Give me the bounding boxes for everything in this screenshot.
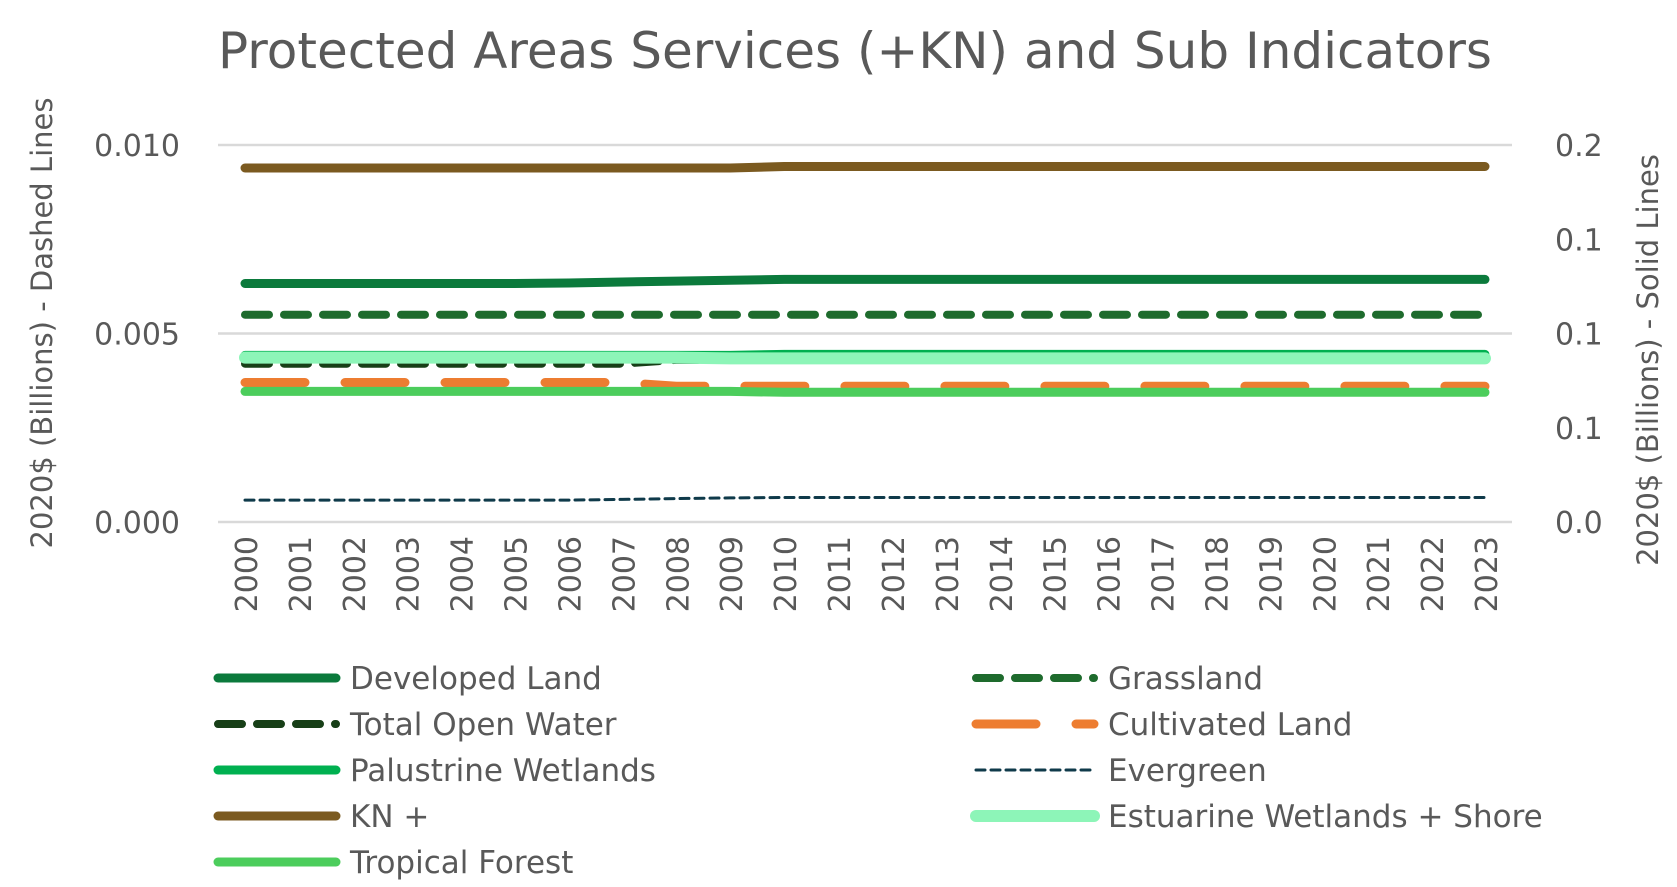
legend-label-palustrine-wetlands: Palustrine Wetlands [350, 753, 656, 789]
x-axis-ticks: 2000 2001 2002 2003 2004 2005 2006 2007 2008 2009… [230, 536, 1505, 612]
chart-title: Protected Areas Services (+KN) and Sub I… [218, 22, 1492, 80]
x-tick-label: 2017 [1147, 536, 1182, 612]
left-y-axis-title: 2020$ (Billions) - Dashed Lines [25, 98, 59, 549]
right-tick-label: 0.1 [1555, 412, 1603, 447]
series-line-evergreen [243, 496, 1487, 502]
right-y-axis-ticks: 0.0 0.1 0.1 0.1 0.2 [1555, 129, 1603, 541]
legend-label-kn: KN + [350, 799, 429, 835]
x-tick-label: 2019 [1254, 536, 1289, 612]
x-tick-label: 2021 [1362, 536, 1397, 612]
left-tick-label: 0.005 [94, 318, 180, 353]
series-line-developed-land [240, 274, 1490, 288]
left-tick-label: 0.010 [94, 129, 180, 164]
legend-label-grassland: Grassland [1108, 661, 1263, 697]
series-line-kn [240, 162, 1490, 173]
right-tick-label: 0.2 [1555, 129, 1603, 164]
x-tick-label: 2007 [607, 536, 642, 612]
x-tick-label: 2005 [500, 536, 535, 612]
legend-label-tropical-forest: Tropical Forest [349, 845, 573, 881]
x-tick-label: 2006 [553, 536, 588, 612]
legend: Developed Land Grassland Total Open Water C… [213, 661, 1543, 881]
x-tick-label: 2004 [446, 536, 481, 612]
series-line-estuarine-wetlands-shore [239, 351, 1491, 365]
series-line-cultivated-land [240, 378, 1490, 391]
legend-label-estuarine-wetlands-shore: Estuarine Wetlands + Shore [1108, 799, 1543, 835]
legend-label-cultivated-land: Cultivated Land [1108, 707, 1352, 743]
gridlines [218, 143, 1512, 524]
series-line-tropical-forest [240, 386, 1490, 397]
legend-label-total-open-water: Total Open Water [349, 707, 617, 743]
x-tick-label: 2001 [284, 536, 319, 612]
left-y-axis-ticks: 0.000 0.005 0.010 [94, 129, 180, 541]
series-lines [239, 162, 1491, 502]
x-tick-label: 2015 [1039, 536, 1074, 612]
x-tick-label: 2023 [1470, 536, 1505, 612]
x-tick-label: 2003 [392, 536, 427, 612]
legend-label-developed-land: Developed Land [350, 661, 602, 697]
x-tick-label: 2009 [715, 536, 750, 612]
right-y-axis-title: 2020$ (Billions) - Solid Lines [1631, 154, 1665, 566]
x-tick-label: 2016 [1093, 536, 1128, 612]
x-tick-label: 2020 [1308, 536, 1343, 612]
x-tick-label: 2013 [931, 536, 966, 612]
x-tick-label: 2008 [661, 536, 696, 612]
x-tick-label: 2014 [985, 536, 1020, 612]
x-tick-label: 2002 [338, 536, 373, 612]
right-tick-label: 0.1 [1555, 223, 1603, 258]
legend-label-evergreen: Evergreen [1108, 753, 1267, 789]
right-tick-label: 0.0 [1555, 506, 1603, 541]
x-tick-label: 2000 [230, 536, 265, 612]
x-tick-label: 2010 [769, 536, 804, 612]
x-tick-label: 2018 [1200, 536, 1235, 612]
x-tick-label: 2012 [877, 536, 912, 612]
x-tick-label: 2022 [1416, 536, 1451, 612]
left-tick-label: 0.000 [94, 506, 180, 541]
x-tick-label: 2011 [823, 536, 858, 612]
right-tick-label: 0.1 [1555, 318, 1603, 353]
